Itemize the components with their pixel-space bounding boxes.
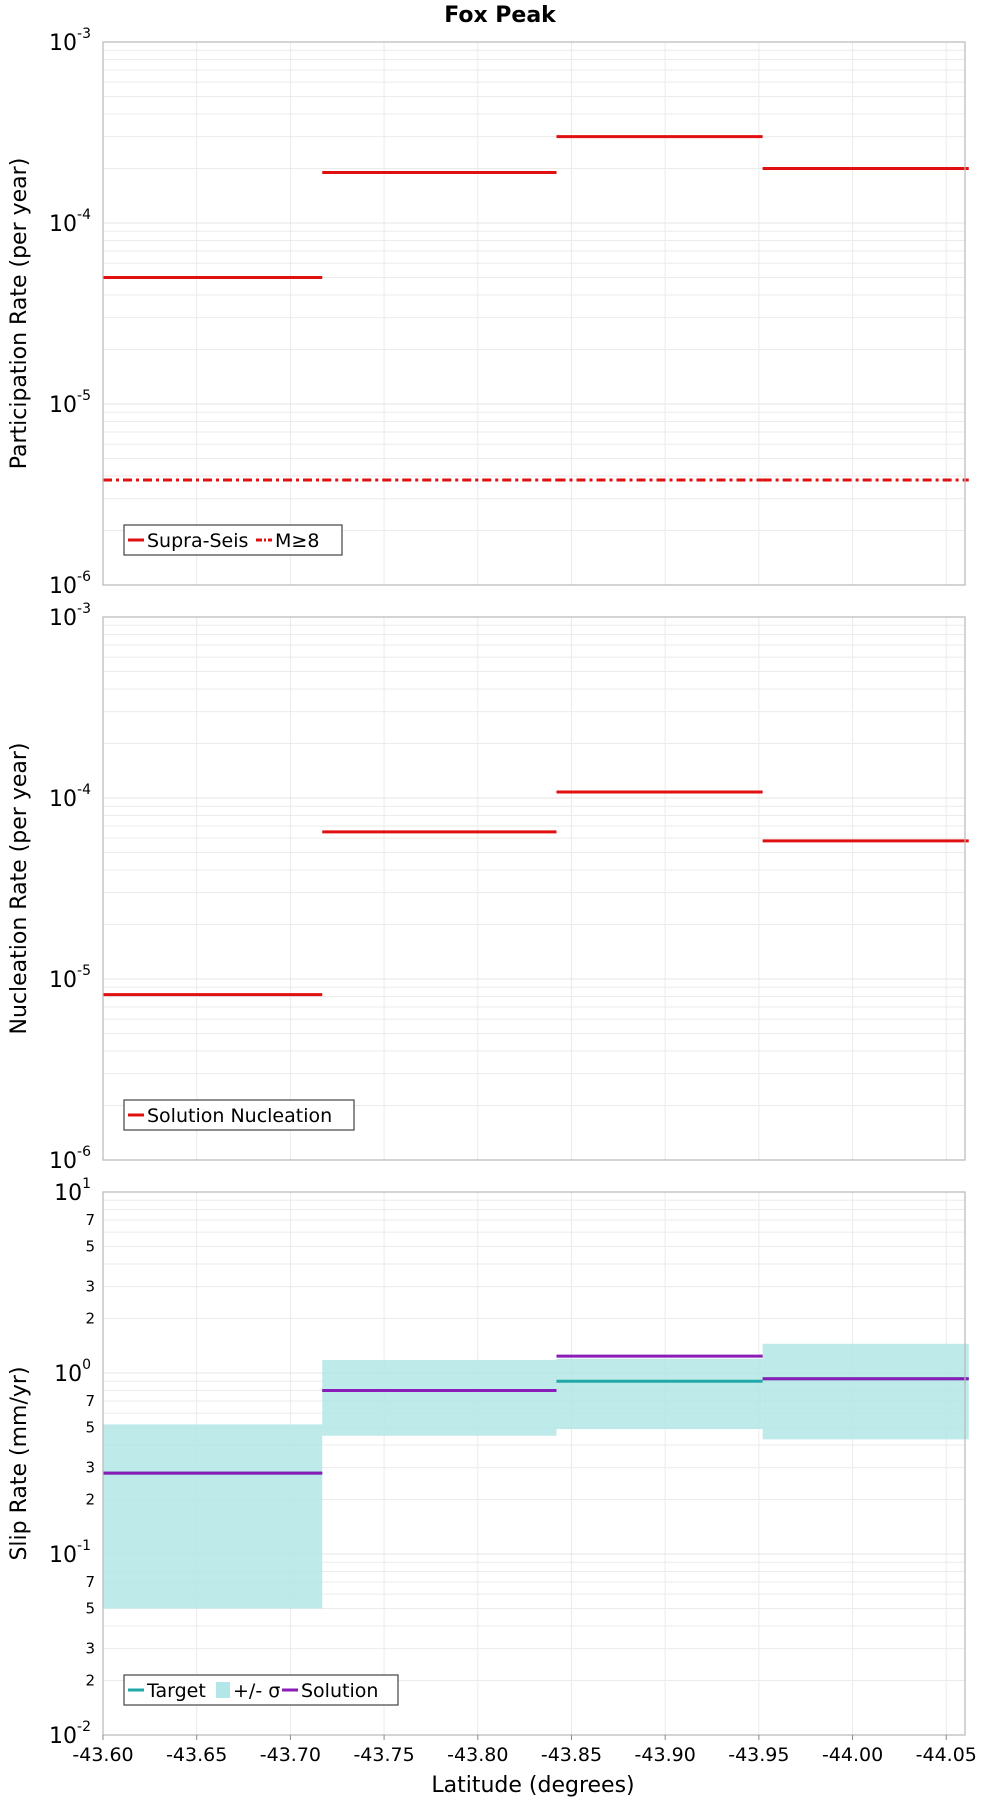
y-axis-title: Participation Rate (per year) xyxy=(7,158,32,470)
grid xyxy=(102,42,965,586)
x-tick-label: -43.65 xyxy=(166,1744,227,1766)
y-tick-label: 10-1 xyxy=(49,1538,91,1568)
chart-title: Fox Peak xyxy=(444,3,557,28)
legend-label: Solution Nucleation xyxy=(147,1105,332,1127)
x-tick-label: -43.95 xyxy=(728,1744,789,1766)
x-tick-label: -43.75 xyxy=(353,1744,414,1766)
y-tick-label: 10-6 xyxy=(49,569,91,599)
y-minor-tick-label: 7 xyxy=(85,1392,95,1410)
x-tick-label: -44.05 xyxy=(916,1744,977,1766)
x-tick-label: -44.00 xyxy=(822,1744,883,1766)
legend-label: M≥8 xyxy=(275,530,319,552)
panels: 10-6 10-5 10-4 10-3 Participation Rate (per … xyxy=(7,26,977,1766)
y-tick-label: 10-5 xyxy=(49,388,91,418)
panel-2: 10-6 10-5 10-4 10-3 Nucleation Rate (per yea… xyxy=(7,601,969,1174)
legend-band-swatch xyxy=(216,1682,230,1698)
y-tick-label: 10-5 xyxy=(49,963,91,993)
sigma-band-segment xyxy=(762,1343,969,1440)
y-tick-label: 10-3 xyxy=(49,26,91,56)
y-minor-tick-label: 3 xyxy=(85,1278,95,1296)
x-axis-title: Latitude (degrees) xyxy=(431,1773,634,1798)
x-tick-label: -43.60 xyxy=(72,1744,133,1766)
y-tick-label: 10-6 xyxy=(49,1144,91,1174)
panel-1: 10-6 10-5 10-4 10-3 Participation Rate (per … xyxy=(7,26,969,599)
y-tick-label: 10-4 xyxy=(49,782,91,812)
y-tick-label: 10-2 xyxy=(49,1719,91,1749)
legend-box xyxy=(123,1674,399,1706)
x-tick-label: -43.85 xyxy=(541,1744,602,1766)
legend-label: +/- σ xyxy=(233,1680,280,1702)
y-minor-tick-label: 5 xyxy=(85,1599,95,1617)
y-minor-tick-label: 5 xyxy=(85,1418,95,1436)
sigma-band-segment xyxy=(322,1359,557,1436)
legend-label: Supra-Seis xyxy=(147,530,248,552)
y-minor-tick-label: 3 xyxy=(85,1640,95,1658)
grid xyxy=(102,617,965,1161)
x-tick-label: -43.70 xyxy=(260,1744,321,1766)
y-tick-label: 10-4 xyxy=(49,207,91,237)
y-minor-tick-label: 5 xyxy=(85,1237,95,1255)
y-tick-label: 100 xyxy=(54,1357,91,1387)
x-tick-label: -43.80 xyxy=(447,1744,508,1766)
y-axis-title: Slip Rate (mm/yr) xyxy=(7,1366,32,1560)
y-minor-tick-label: 2 xyxy=(85,1310,95,1328)
y-minor-tick-label: 3 xyxy=(85,1459,95,1477)
x-tick-label: -43.90 xyxy=(635,1744,696,1766)
legend-box xyxy=(123,1099,355,1131)
plot-frame xyxy=(102,41,966,586)
legend-label: Solution xyxy=(301,1680,378,1702)
legend-label: Target xyxy=(146,1680,206,1702)
plot-frame xyxy=(102,616,966,1161)
sigma-band-segment xyxy=(103,1424,323,1609)
y-minor-tick-label: 2 xyxy=(85,1491,95,1509)
sigma-band-segment xyxy=(556,1358,763,1430)
y-axis-title: Nucleation Rate (per year) xyxy=(7,743,32,1035)
plot-frame xyxy=(102,1191,966,1736)
y-minor-tick-label: 2 xyxy=(85,1672,95,1690)
y-minor-tick-label: 7 xyxy=(85,1211,95,1229)
panel-3: 10-2 10-1 100 101 2 3 5 7 2 3 5 7 2 3 5 7 Slip Rate (mm/… xyxy=(7,1176,969,1749)
legend-box xyxy=(123,524,343,556)
y-tick-label: 10-3 xyxy=(49,601,91,631)
y-tick-label: 101 xyxy=(54,1176,91,1206)
y-minor-tick-label: 7 xyxy=(85,1573,95,1591)
